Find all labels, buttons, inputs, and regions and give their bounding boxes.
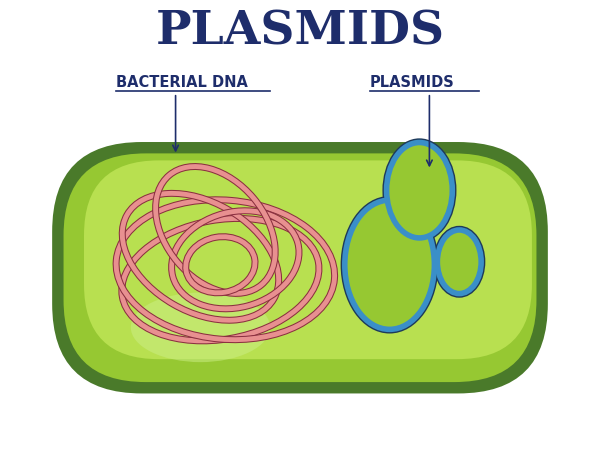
Text: PLASMIDS: PLASMIDS	[370, 76, 454, 90]
Ellipse shape	[386, 143, 452, 238]
Ellipse shape	[131, 292, 270, 362]
Ellipse shape	[345, 200, 434, 329]
Ellipse shape	[345, 200, 434, 329]
Ellipse shape	[437, 230, 481, 293]
Text: PLASMIDS: PLASMIDS	[155, 8, 445, 54]
FancyBboxPatch shape	[52, 142, 548, 393]
Text: BACTERIAL DNA: BACTERIAL DNA	[116, 76, 248, 90]
Ellipse shape	[386, 143, 452, 238]
FancyBboxPatch shape	[61, 151, 539, 384]
FancyBboxPatch shape	[84, 160, 532, 359]
Ellipse shape	[437, 230, 481, 293]
